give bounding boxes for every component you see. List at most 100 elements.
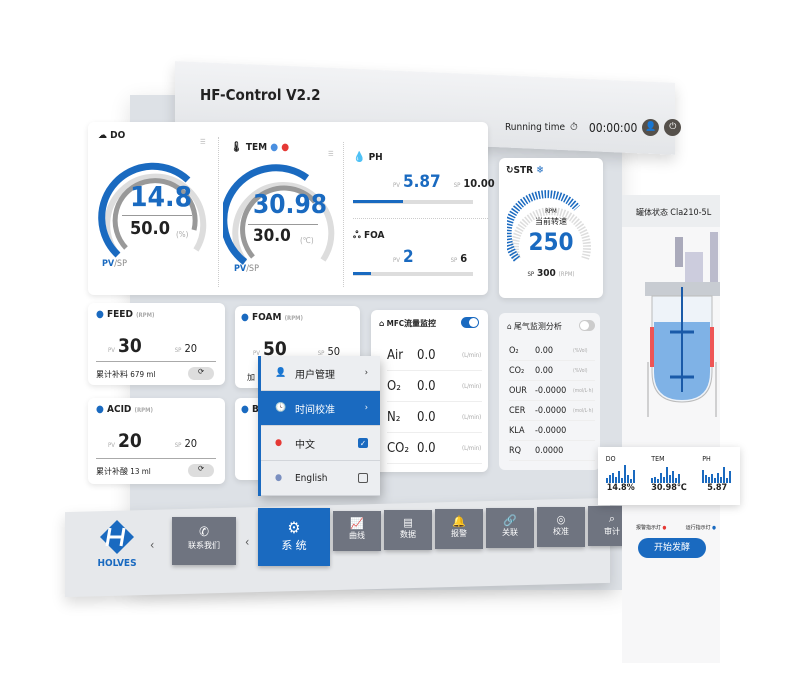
foa-title-label: FOA [363,230,385,241]
chart-icon: 📈 [350,517,364,530]
trend-bar [626,475,629,483]
drop-icon: 💧 [353,152,366,163]
trend-bar [657,479,660,483]
gas-name: N₂ [387,409,401,425]
feed-sp: 20 [184,342,198,355]
nav-item-label: 曲线 [349,531,365,540]
language-checkbox[interactable] [358,473,368,483]
nav-item-2[interactable]: ▤ 数据 [384,510,432,550]
nav-item-4[interactable]: 🔗 关联 [486,508,534,548]
ph-pv: 5.87 [402,172,441,192]
menu-item-2[interactable]: ● 中文 ✓ [261,426,380,461]
feed-card: ● FEED (RPM) PV 30 SP 20 累计补料 679 ml ⟳ [88,303,225,385]
exhaust-toggle[interactable] [579,320,595,331]
nav-item-label: 报警 [451,529,467,538]
ph-sp: 10.00 [463,177,495,190]
mini-value: 30.98℃ [651,483,687,493]
heat-indicator-icon: ● [281,142,290,153]
contact-button[interactable]: ✆ 联系我们 [172,517,236,565]
metric-value: -0.0000 [535,425,567,436]
str-title-label: STR [513,165,534,176]
user-icon[interactable]: 👤 [642,119,660,136]
metric-unit: (mol/L·h) [573,387,594,394]
foa-title: ஃ FOA [353,230,384,242]
power-icon[interactable]: ⏻ [664,119,682,136]
trend-bar [678,473,681,483]
menu-icon[interactable]: ☰ [200,138,206,146]
menu-icon[interactable]: ☰ [328,150,334,158]
trend-bar [629,479,632,483]
feed-pv-label: PV [108,347,115,354]
menu-item-3[interactable]: ● English [261,461,380,496]
gas-value: 0.0 [417,440,436,456]
bioreactor-image [645,232,720,417]
holves-logo: HOLVES [92,520,142,569]
mini-name: DO [605,455,616,463]
nav-item-label: 关联 [502,528,518,537]
refresh-button[interactable]: ⟳ [188,367,214,380]
metric-name: CER [509,405,526,416]
metric-name: CO₂ [509,365,525,376]
menu-item-label: 时间校准 [295,404,335,416]
mfc-title: MFC流量监控 [386,319,437,328]
acid-sp: 20 [184,437,198,450]
mfc-card: ⌂ MFC流量监控 Air 0.0 (L/min) O₂ 0.0 (L/min) N₂ 0.0… [371,310,488,472]
clock-icon: 🕓 [275,403,287,413]
tem-title-label: TEM [245,142,268,153]
exhaust-row: CER -0.0000 (mol/L·h) [509,401,595,421]
metric-value: -0.0000 [535,405,567,416]
feed-pv: 30 [117,335,142,357]
metric-name: OUR [509,385,527,396]
gas-name: CO₂ [387,440,410,456]
foa-pv: 2 [402,247,414,267]
menu-item-0[interactable]: 👤 用户管理 › [261,356,380,391]
metric-name: KLA [509,425,525,436]
mini-value: 5.87 [707,483,728,493]
nav-item-5[interactable]: ◎ 校准 [537,507,585,547]
tem-gauge [223,164,335,265]
metric-unit: (%Vol) [573,347,588,354]
gas-unit: (L/min) [462,413,482,421]
language-checkbox[interactable]: ✓ [358,438,368,448]
nav-item-1[interactable]: 📈 曲线 [333,511,381,551]
ph-title-label: PH [368,152,383,163]
foam-pv: 50 [262,338,287,360]
do-title-label: DO [110,130,126,141]
trend-bar [605,477,608,483]
menu-item-1[interactable]: 🕓 时间校准 › [261,391,380,426]
foa-pv-label: PV [393,257,400,264]
mfc-toggle[interactable] [461,317,479,328]
ph-sp-label: SP [453,182,461,189]
side-panel [622,195,720,663]
nav-prev-arrow-2[interactable]: ‹ [245,535,250,549]
exhaust-row: KLA -0.0000 [509,421,595,441]
cloud-icon: ☁ [98,130,107,141]
logo-text: HOLVES [97,558,137,569]
foa-sp: 6 [460,252,468,265]
nav-prev-arrow[interactable]: ‹ [150,538,155,552]
main-gauges-card: ☁ DO 14.8 50.0 (%) PV/SP ☰ 🌡 TEM ● ● 30.… [88,122,495,295]
gas-value: 0.0 [417,347,436,363]
nav-item-3[interactable]: 🔔 报警 [435,509,483,549]
rotate-icon: ↻ [506,165,514,176]
start-fermentation-button[interactable]: 开始发酵 [638,538,706,558]
feed-total-label: 累计补料 [96,370,128,379]
feed-unit: (RPM) [136,312,155,319]
refresh-button[interactable]: ⟳ [188,464,214,477]
nav-item-label: 数据 [400,530,416,539]
system-menu: 👤 用户管理 › 🕓 时间校准 › ● 中文 ✓ ● English [258,356,380,496]
snowflake-icon: ❄ [536,165,544,176]
tem-unit: (℃) [300,236,314,245]
str-card: ↻STR ❄ RPM 当前转速 250 SP 300 (RPM) [499,158,603,298]
mini-value: 14.8% [606,483,635,493]
mfc-list: Air 0.0 (L/min) O₂ 0.0 (L/min) N₂ 0.0 (L/min) CO₂… [387,340,482,464]
nav-item-0[interactable]: ⚙ 系 统 [258,508,330,566]
trend-bar [620,477,623,483]
trend-bar [617,471,620,483]
status-dot-icon: ● [96,404,104,415]
mini-trend: PH 5.87 [702,455,732,505]
trend-bar [723,467,726,483]
do-pv: 14.8 [130,180,193,213]
do-unit: (%) [176,230,189,239]
gas-name: Air [387,347,404,363]
